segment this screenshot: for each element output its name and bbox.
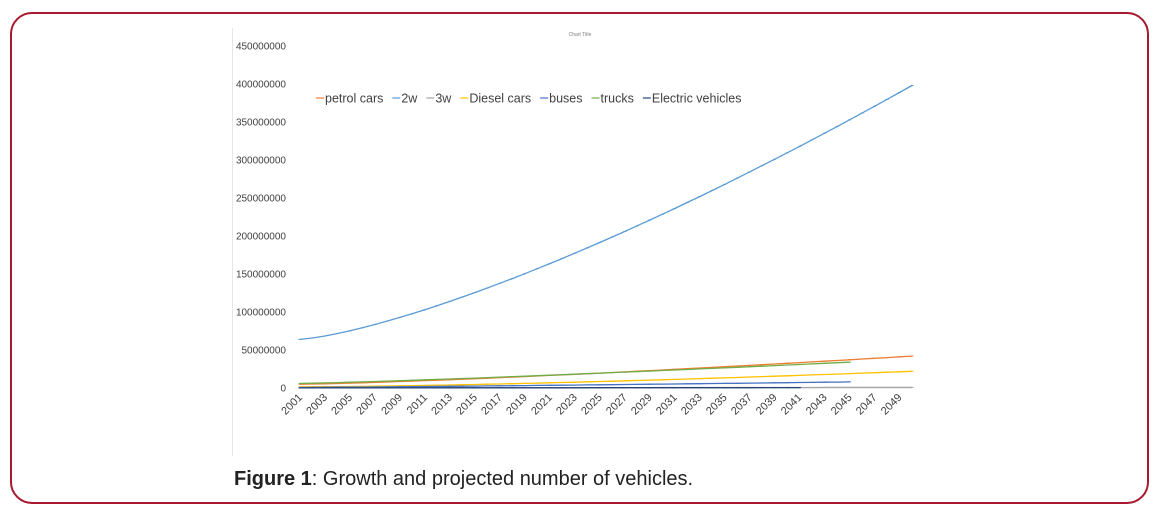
x-tick-label: 2011 (405, 392, 430, 417)
x-tick-label: 2003 (304, 392, 330, 418)
x-tick-label: 2017 (479, 392, 505, 418)
x-tick-label: 2039 (754, 392, 780, 418)
legend-entry: Electric vehicles (652, 92, 742, 106)
series-line (299, 370, 913, 388)
series-line (299, 84, 913, 341)
x-tick-label: 2013 (429, 392, 455, 418)
x-tick-label: 2019 (504, 392, 530, 418)
chart-area: Chart Title 0 50000000 100000000 150000000 2… (232, 28, 930, 456)
x-tick-label: 2031 (654, 392, 680, 418)
x-tick-label: 2015 (454, 392, 480, 418)
x-tick-label: 2047 (854, 392, 880, 418)
x-tick-label: 2023 (554, 392, 580, 418)
y-tick-label: 250000000 (236, 194, 286, 205)
legend-entry: 2w (401, 92, 418, 106)
series-buses (298, 381, 852, 389)
legend-entry: trucks (601, 92, 634, 106)
y-tick-label: 400000000 (236, 80, 286, 91)
x-tick-label: 2045 (829, 392, 855, 418)
x-tick-label: 2033 (679, 392, 705, 418)
y-tick-label: 100000000 (236, 308, 286, 319)
caption-label: Figure 1 (234, 468, 312, 490)
figure-caption: Figure 1: Growth and projected number of… (234, 468, 693, 491)
figure-frame (10, 12, 1149, 504)
x-tick-label: 2005 (329, 392, 355, 418)
y-tick-label: 0 (280, 384, 286, 395)
series-trucks (298, 361, 852, 385)
y-tick-label: 300000000 (236, 156, 286, 167)
x-tick-label: 2021 (529, 392, 555, 418)
series-2w (298, 84, 914, 341)
x-tick-label: 2001 (279, 392, 305, 418)
x-tick-label: 2029 (629, 392, 655, 418)
series-diesel-cars (298, 370, 914, 388)
chart-title: Chart Title (569, 32, 592, 38)
line-chart: Chart Title 0 50000000 100000000 150000000 2… (232, 28, 914, 456)
legend-entry: buses (549, 92, 582, 106)
x-tick-label: 2035 (704, 392, 730, 418)
legend-entry: petrol cars (325, 92, 383, 106)
x-tick-label: 2007 (354, 392, 380, 418)
legend-entry: 3w (435, 92, 452, 106)
y-tick-label: 50000000 (242, 346, 287, 357)
x-tick-label: 2037 (729, 392, 755, 418)
series-group (298, 84, 914, 389)
y-tick-label: 150000000 (236, 270, 286, 281)
caption-text: : Growth and projected number of vehicle… (311, 468, 694, 490)
legend-entry: Diesel cars (469, 92, 531, 106)
series-petrol-cars (298, 355, 914, 385)
x-tick-label: 2025 (579, 392, 605, 418)
y-tick-label: 200000000 (236, 232, 286, 243)
series-line (299, 355, 913, 385)
series-line (299, 361, 850, 385)
x-tick-label: 2043 (804, 392, 830, 418)
legend: petrol cars 2w 3w Diesel cars buses trucks Ele… (316, 92, 741, 106)
y-axis-ticks: 0 50000000 100000000 150000000 200000000 2500… (236, 42, 287, 395)
x-tick-label: 2049 (879, 392, 905, 418)
x-tick-label: 2009 (379, 392, 405, 418)
x-tick-label: 2041 (779, 392, 805, 418)
x-axis-ticks: 2001 2003 2005 2007 2009 2011 2013 2015 2017 2019… (279, 392, 904, 418)
y-tick-label: 350000000 (236, 118, 286, 129)
x-tick-label: 2027 (604, 392, 630, 418)
y-tick-label: 450000000 (236, 42, 286, 53)
